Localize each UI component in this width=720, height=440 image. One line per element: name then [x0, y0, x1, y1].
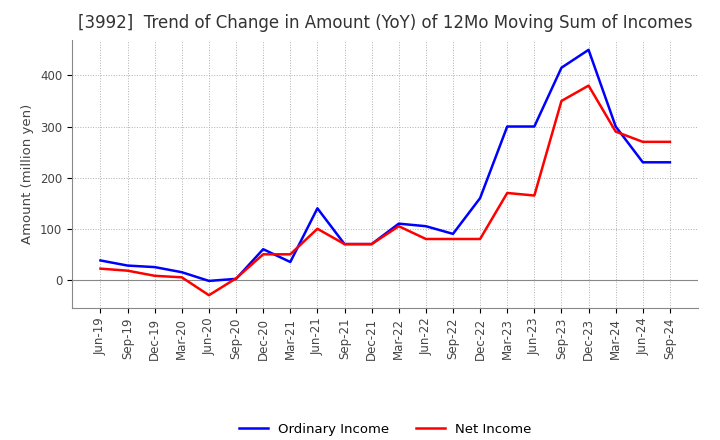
Net Income [232, 276, 240, 281]
Ordinary Income [150, 264, 159, 270]
Net Income [367, 242, 376, 247]
Ordinary Income [639, 160, 647, 165]
Ordinary Income [421, 224, 430, 229]
Ordinary Income [232, 276, 240, 282]
Net Income [557, 98, 566, 103]
Ordinary Income [584, 47, 593, 52]
Ordinary Income [503, 124, 511, 129]
Net Income [96, 266, 105, 271]
Legend: Ordinary Income, Net Income: Ordinary Income, Net Income [233, 418, 537, 440]
Ordinary Income [259, 246, 268, 252]
Ordinary Income [123, 263, 132, 268]
Ordinary Income [530, 124, 539, 129]
Net Income [395, 224, 403, 229]
Net Income [178, 275, 186, 280]
Ordinary Income [313, 205, 322, 211]
Ordinary Income [557, 65, 566, 70]
Net Income [639, 139, 647, 144]
Y-axis label: Amount (million yen): Amount (million yen) [22, 104, 35, 244]
Line: Net Income: Net Income [101, 86, 670, 295]
Ordinary Income [449, 231, 457, 237]
Ordinary Income [96, 258, 105, 263]
Ordinary Income [395, 221, 403, 226]
Net Income [421, 236, 430, 242]
Net Income [503, 191, 511, 196]
Title: [3992]  Trend of Change in Amount (YoY) of 12Mo Moving Sum of Incomes: [3992] Trend of Change in Amount (YoY) o… [78, 15, 693, 33]
Net Income [449, 236, 457, 242]
Ordinary Income [341, 242, 349, 247]
Net Income [476, 236, 485, 242]
Net Income [286, 252, 294, 257]
Ordinary Income [367, 242, 376, 247]
Ordinary Income [286, 259, 294, 264]
Net Income [530, 193, 539, 198]
Net Income [584, 83, 593, 88]
Net Income [150, 273, 159, 279]
Ordinary Income [476, 195, 485, 201]
Net Income [259, 252, 268, 257]
Net Income [313, 226, 322, 231]
Ordinary Income [665, 160, 674, 165]
Net Income [341, 242, 349, 247]
Net Income [665, 139, 674, 144]
Net Income [611, 129, 620, 134]
Ordinary Income [611, 124, 620, 129]
Ordinary Income [204, 278, 213, 283]
Net Income [204, 293, 213, 298]
Line: Ordinary Income: Ordinary Income [101, 50, 670, 281]
Ordinary Income [178, 270, 186, 275]
Net Income [123, 268, 132, 273]
